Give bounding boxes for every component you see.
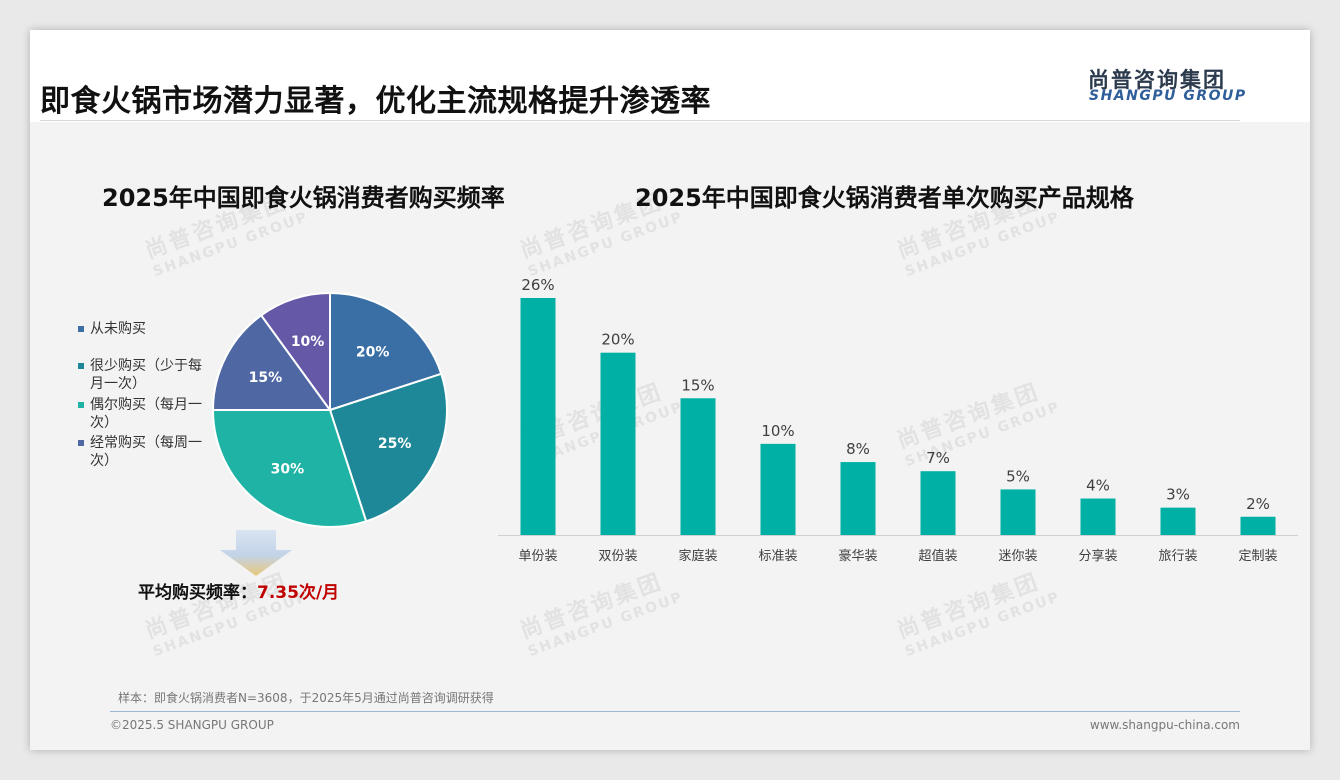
bar <box>1081 499 1116 535</box>
bar-value-label: 20% <box>601 331 634 349</box>
bar-value-label: 2% <box>1246 495 1270 513</box>
legend-swatch <box>78 440 84 446</box>
website-link: www.shangpu-china.com <box>1090 718 1240 732</box>
down-arrow-icon <box>220 530 292 576</box>
sample-note: 样本：即食火锅消费者N=3608，于2025年5月通过尚普咨询调研获得 <box>118 689 494 706</box>
company-logo-en: SHANGPU GROUP <box>1089 88 1247 104</box>
slide: 即食火锅市场潜力显著，优化主流规格提升渗透率 尚普咨询集团 SHANGPU GR… <box>30 30 1310 750</box>
legend-item: 经常购买（每周一次） <box>78 434 213 470</box>
bar-value-label: 10% <box>761 422 794 440</box>
average-value: 7.35次/月 <box>257 583 339 603</box>
bar-chart-title: 2025年中国即食火锅消费者单次购买产品规格 <box>635 178 1134 213</box>
footer-divider <box>110 711 1240 712</box>
x-tick-label: 超值装 <box>918 548 957 564</box>
legend-label: 很少购买（少于每月一次） <box>90 358 202 392</box>
bar <box>1161 508 1196 535</box>
x-tick-label: 家庭装 <box>678 548 717 564</box>
pie-slice-label: 15% <box>249 370 283 386</box>
page-title: 即食火锅市场潜力显著，优化主流规格提升渗透率 <box>40 76 711 120</box>
pie-chart: 20% 25% 30% 15% 10% <box>200 280 460 540</box>
bar-chart: 26% 单份装 20% 双份装 15% 家庭装 10% 标准装 8% 豪华装 7% 超值装 5% 迷你装 4… <box>490 260 1300 610</box>
pie-slice-label: 10% <box>291 334 325 350</box>
bar <box>601 353 636 535</box>
bar <box>921 471 956 535</box>
bar-value-label: 7% <box>926 449 950 467</box>
legend-item: 从未购买 <box>78 320 146 338</box>
pie-slice-label: 25% <box>378 436 412 452</box>
bar-value-label: 5% <box>1006 467 1030 485</box>
pie-slice-label: 30% <box>271 462 305 478</box>
legend-label: 偶尔购买（每月一次） <box>90 397 202 431</box>
bar-value-label: 4% <box>1086 477 1110 495</box>
bar-value-label: 15% <box>681 376 714 394</box>
bar <box>521 298 556 535</box>
x-tick-label: 单份装 <box>518 549 557 564</box>
bar <box>1241 517 1276 535</box>
x-tick-label: 定制装 <box>1238 549 1277 564</box>
legend-swatch <box>78 326 84 332</box>
legend-item: 偶尔购买（每月一次） <box>78 396 213 432</box>
legend-label: 经常购买（每周一次） <box>90 435 202 469</box>
bar <box>841 462 876 535</box>
bar-value-label: 8% <box>846 440 870 458</box>
header-divider <box>40 120 1240 121</box>
bar <box>1001 489 1036 535</box>
header: 即食火锅市场潜力显著，优化主流规格提升渗透率 尚普咨询集团 SHANGPU GR… <box>30 30 1310 122</box>
bar-value-label: 26% <box>521 276 554 294</box>
pie-slice-label: 20% <box>356 344 390 360</box>
legend-item: 很少购买（少于每月一次） <box>78 357 213 393</box>
x-tick-label: 标准装 <box>758 549 797 564</box>
pie-chart-title: 2025年中国即食火锅消费者购买频率 <box>102 178 505 213</box>
average-frequency: 平均购买频率：7.35次/月 <box>138 578 339 603</box>
bar-value-label: 3% <box>1166 486 1190 504</box>
x-tick-label: 分享装 <box>1078 548 1117 564</box>
x-tick-label: 双份装 <box>598 549 637 564</box>
x-tick-label: 旅行装 <box>1158 549 1197 564</box>
legend-label: 从未购买 <box>90 321 146 337</box>
legend-swatch <box>78 363 84 369</box>
legend-swatch <box>78 402 84 408</box>
x-tick-label: 豪华装 <box>838 548 877 564</box>
x-tick-label: 迷你装 <box>998 549 1037 564</box>
bar <box>681 398 716 535</box>
copyright: ©2025.5 SHANGPU GROUP <box>110 718 274 732</box>
bar <box>761 444 796 535</box>
average-label: 平均购买频率： <box>138 583 257 603</box>
